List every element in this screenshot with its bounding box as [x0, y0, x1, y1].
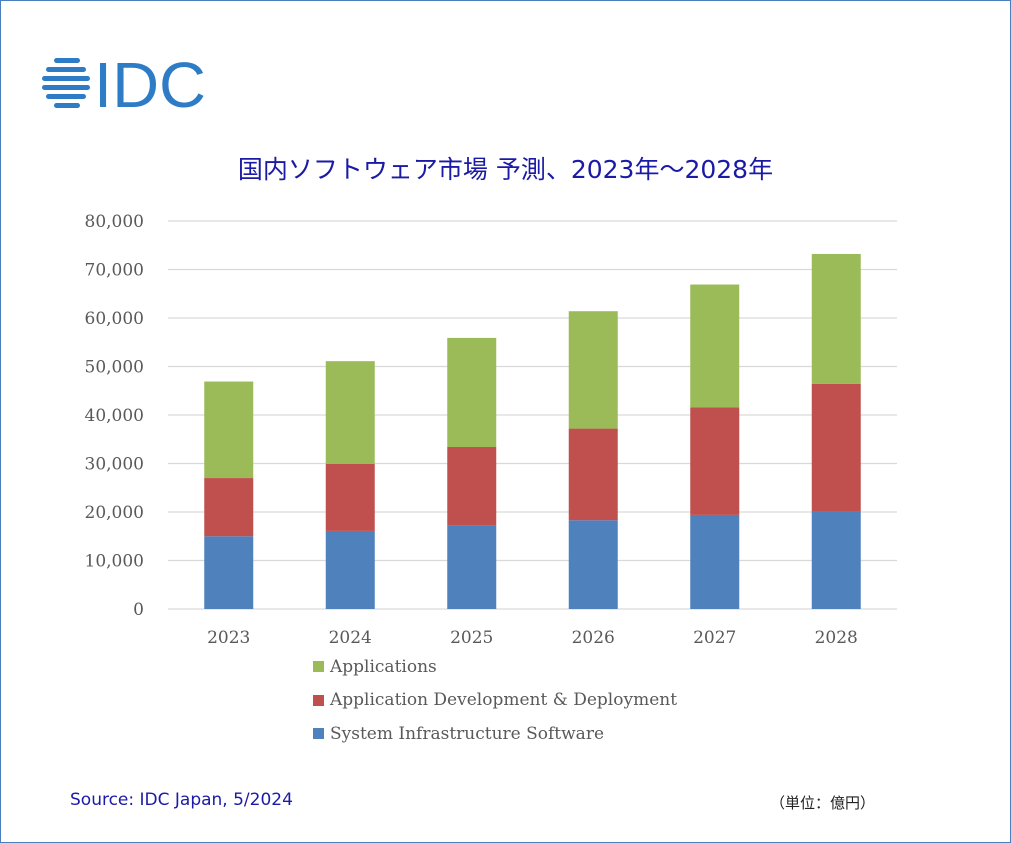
x-tick-label: 2023	[207, 628, 250, 648]
logo-text: IDC	[94, 55, 206, 115]
bar-segment-application-development-deployment-2026	[568, 428, 618, 521]
y-tick-label: 20,000	[85, 503, 144, 523]
bar-segment-application-development-deployment-2024	[325, 463, 375, 531]
y-tick-label: 80,000	[85, 212, 144, 232]
legend-swatch	[313, 728, 324, 740]
globe-icon	[42, 58, 90, 108]
legend-item: System Infrastructure Software	[313, 717, 677, 751]
bar-segment-application-development-deployment-2027	[690, 407, 740, 515]
bar-segment-system-infrastructure-software-2028	[811, 511, 861, 609]
y-tick-label: 60,000	[85, 309, 144, 329]
bar-segment-system-infrastructure-software-2027	[690, 514, 740, 609]
bar-segment-system-infrastructure-software-2025	[447, 525, 497, 609]
x-tick-label: 2028	[815, 628, 858, 648]
legend-item: Application Development & Deployment	[313, 684, 677, 718]
x-tick-label: 2024	[329, 628, 372, 648]
legend-label: System Infrastructure Software	[330, 723, 605, 744]
legend: Applications Application Development & De…	[313, 650, 677, 751]
bar-segment-system-infrastructure-software-2026	[568, 520, 618, 609]
x-tick-label: 2027	[693, 628, 736, 648]
legend-label: Applications	[330, 656, 437, 677]
bar-segment-applications-2023	[204, 381, 254, 479]
y-tick-label: 70,000	[85, 261, 144, 281]
x-tick-label: 2026	[572, 628, 615, 648]
bar-segment-applications-2025	[447, 337, 497, 448]
bar-segment-system-infrastructure-software-2023	[204, 536, 254, 609]
legend-label: Application Development & Deployment	[330, 690, 678, 711]
chart-title: 国内ソフトウェア市場 予測、2023年～2028年	[237, 155, 774, 184]
source-note: Source: IDC Japan, 5/2024	[70, 790, 293, 810]
y-tick-label: 50,000	[85, 358, 144, 378]
bar-segment-applications-2024	[325, 361, 375, 464]
y-tick-label: 10,000	[85, 552, 144, 572]
bar-segment-applications-2026	[568, 311, 618, 429]
idc-logo: IDC	[42, 55, 206, 115]
bar-segment-applications-2028	[811, 253, 861, 384]
bar-segment-applications-2027	[690, 284, 740, 408]
bar-segment-system-infrastructure-software-2024	[325, 530, 375, 609]
legend-item: Applications	[313, 650, 677, 684]
legend-swatch	[313, 661, 324, 673]
y-tick-label: 0	[133, 600, 144, 620]
y-tick-label: 40,000	[85, 406, 144, 426]
legend-swatch	[313, 694, 324, 706]
bar-segment-application-development-deployment-2028	[811, 383, 861, 512]
x-tick-label: 2025	[450, 628, 493, 648]
y-tick-label: 30,000	[85, 455, 144, 475]
bar-segment-application-development-deployment-2025	[447, 447, 497, 526]
bar-segment-application-development-deployment-2023	[204, 478, 254, 537]
unit-note: （単位：億円）	[770, 794, 876, 812]
